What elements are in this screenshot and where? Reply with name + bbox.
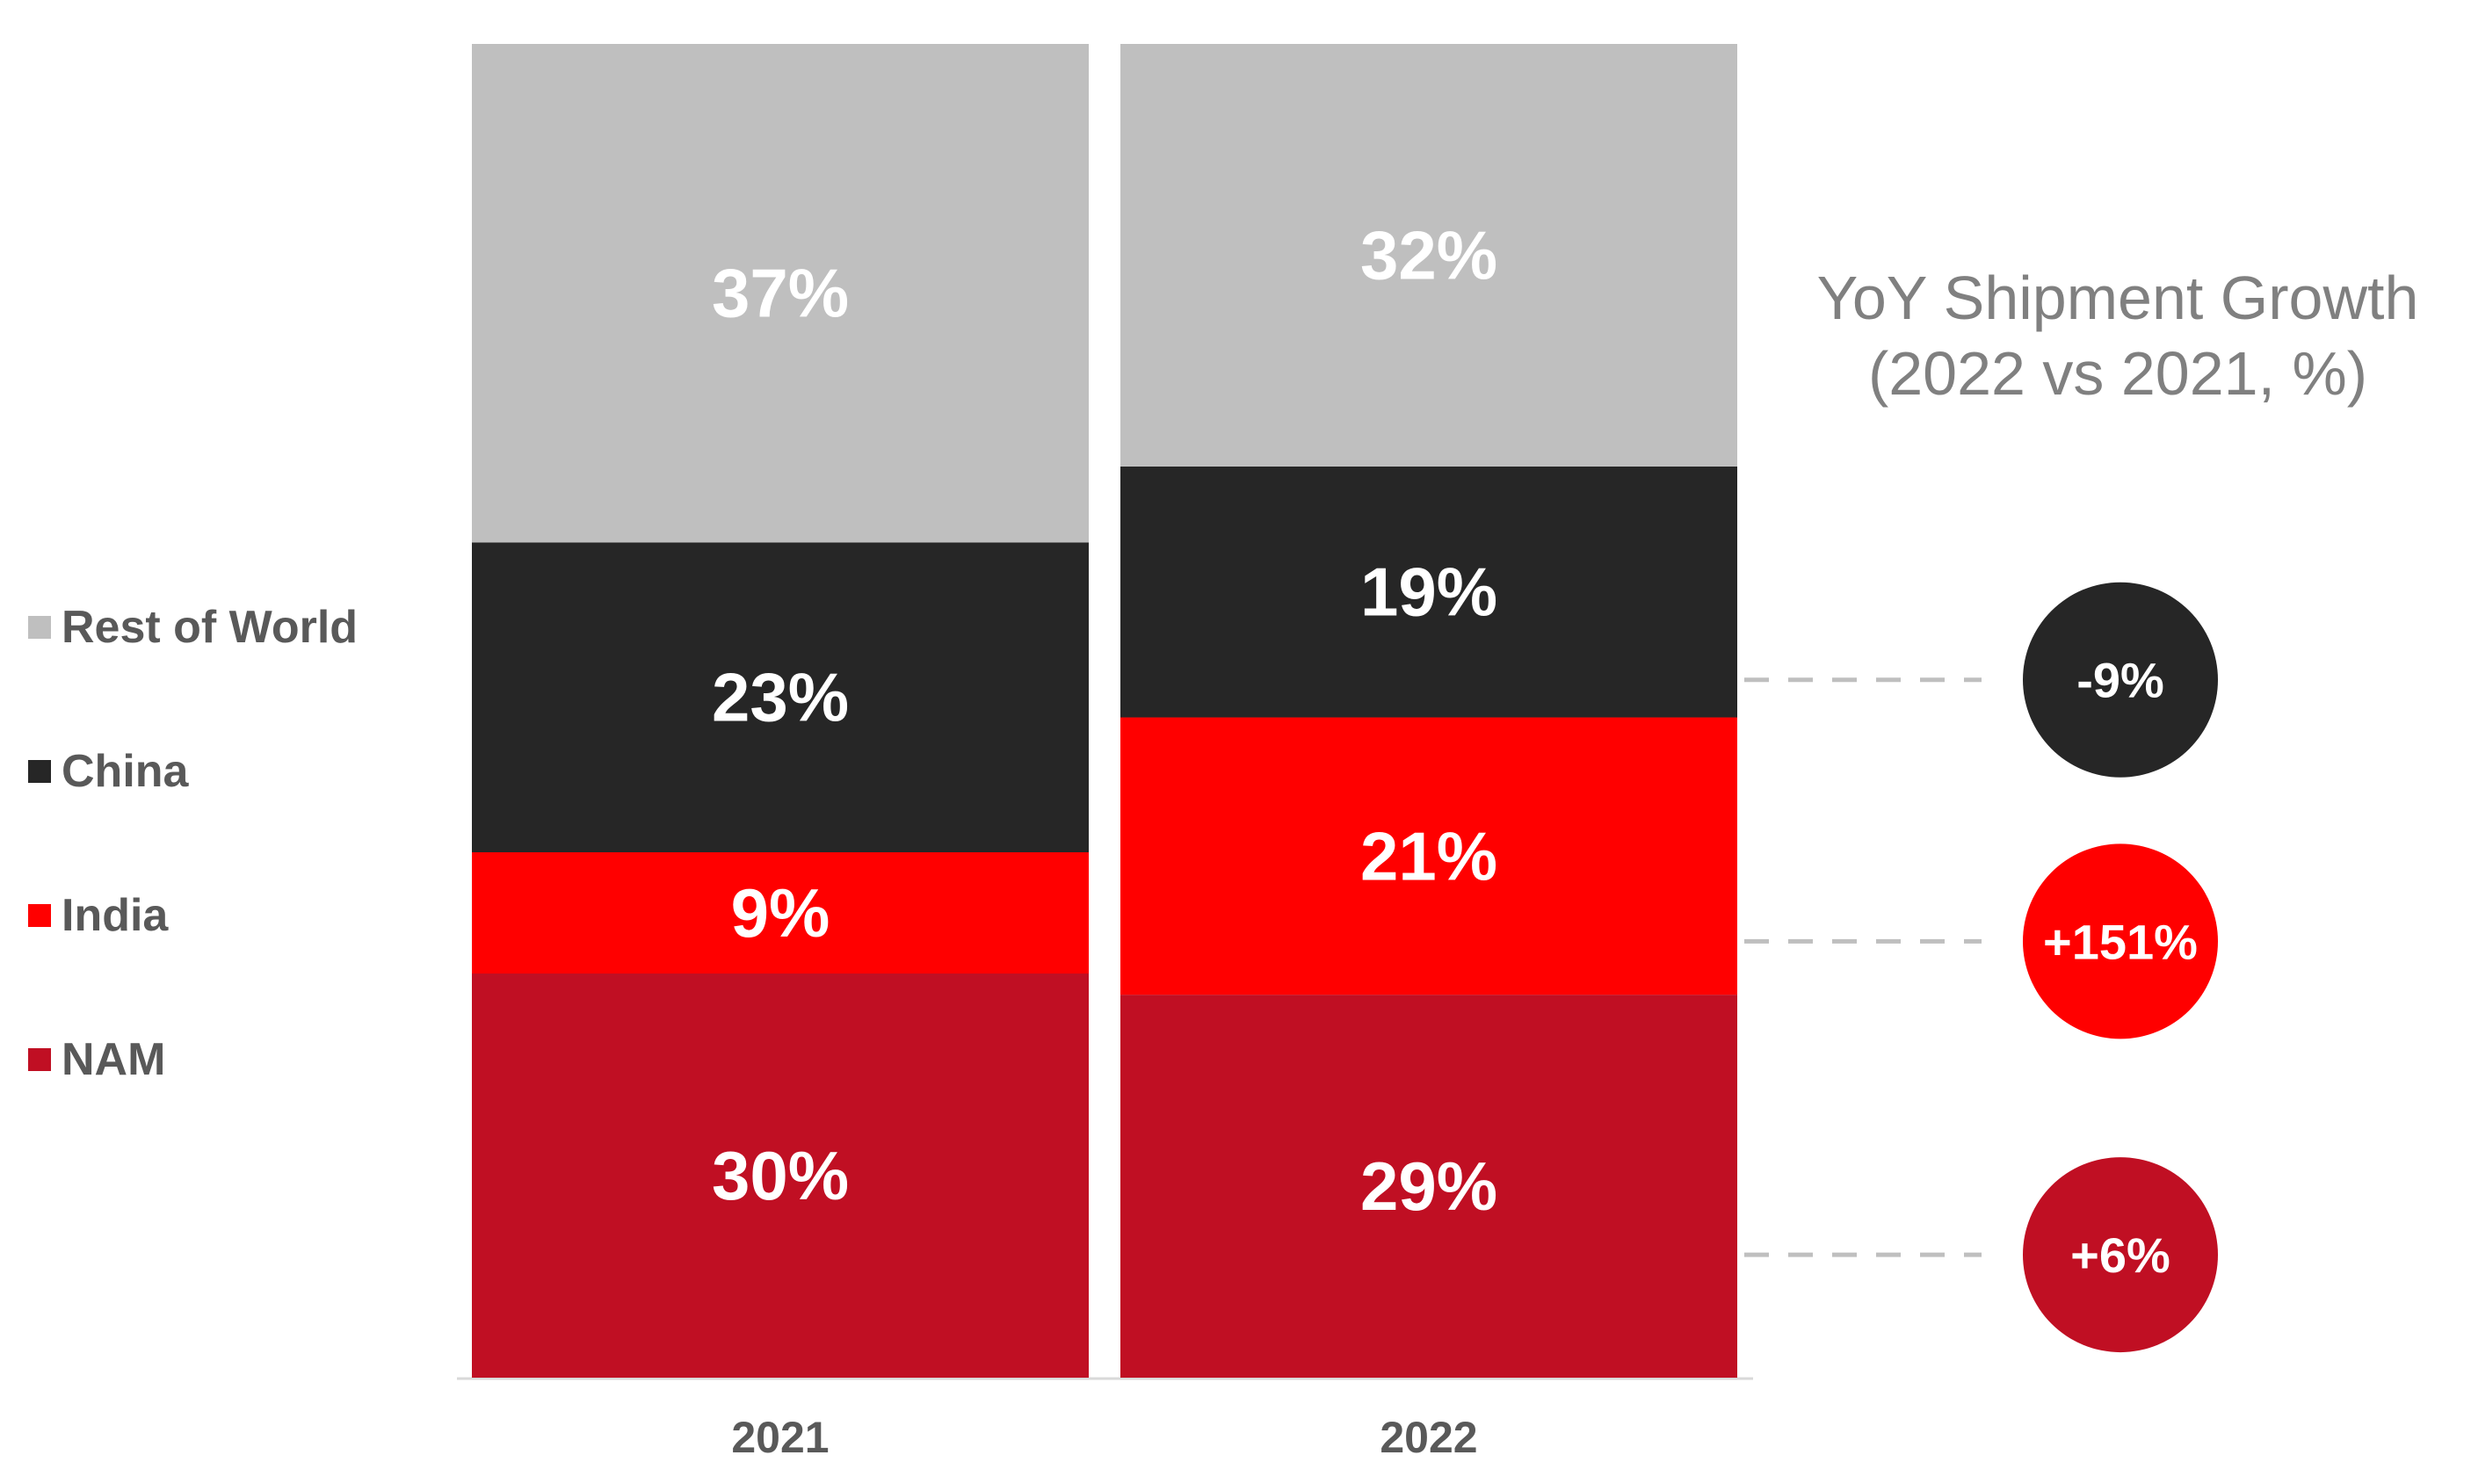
data-label-india-2021: 9% <box>731 874 830 952</box>
legend-swatch-india <box>28 904 51 927</box>
data-label-india-2022: 21% <box>1360 817 1497 894</box>
growth-title-line2: (2022 vs 2021, %) <box>1867 339 2368 408</box>
bar-india-2022 <box>1120 717 1737 995</box>
legend-swatch-nam <box>28 1048 51 1071</box>
bar-china-2022 <box>1120 466 1737 718</box>
legend-label-rest-of-world: Rest of World <box>62 602 359 653</box>
legend-item-rest-of-world: Rest of World <box>28 555 358 699</box>
data-label-nam-2021: 30% <box>712 1137 849 1214</box>
bar-rest-of-world-2022 <box>1120 44 1737 467</box>
data-label-rest-of-world-2022: 32% <box>1360 216 1497 293</box>
growth-title-line1: YoY Shipment Growth <box>1816 264 2419 332</box>
growth-bubble-india <box>2023 843 2218 1039</box>
growth-bubble-china <box>2023 582 2218 778</box>
growth-label-china: -9% <box>2076 653 2164 708</box>
legend-label-india: India <box>62 890 169 941</box>
legend-item-nam: NAM <box>28 988 358 1132</box>
bar-china-2021 <box>472 542 1089 852</box>
bar-rest-of-world-2021 <box>472 44 1089 543</box>
growth-title: YoY Shipment Growth (2022 vs 2021, %) <box>1757 260 2471 411</box>
legend-item-china: China <box>28 699 358 843</box>
data-label-nam-2022: 29% <box>1360 1147 1497 1225</box>
growth-bubble-nam <box>2023 1157 2218 1353</box>
legend-label-nam: NAM <box>62 1034 166 1085</box>
data-label-china-2022: 19% <box>1360 554 1497 631</box>
bar-india-2021 <box>472 852 1089 974</box>
data-label-rest-of-world-2021: 37% <box>712 255 849 332</box>
x-tick-label-2022: 2022 <box>1380 1413 1477 1462</box>
bar-nam-2022 <box>1120 995 1737 1378</box>
legend-item-india: India <box>28 843 358 988</box>
legend: Rest of World China India NAM <box>28 555 358 1132</box>
growth-label-india: +151% <box>2043 914 2198 969</box>
legend-label-china: China <box>62 746 189 797</box>
data-label-china-2021: 23% <box>712 659 849 736</box>
x-tick-label-2021: 2021 <box>731 1413 829 1462</box>
growth-label-nam: +6% <box>2070 1227 2170 1283</box>
legend-swatch-rest-of-world <box>28 616 51 639</box>
legend-swatch-china <box>28 760 51 783</box>
bar-nam-2021 <box>472 974 1089 1378</box>
